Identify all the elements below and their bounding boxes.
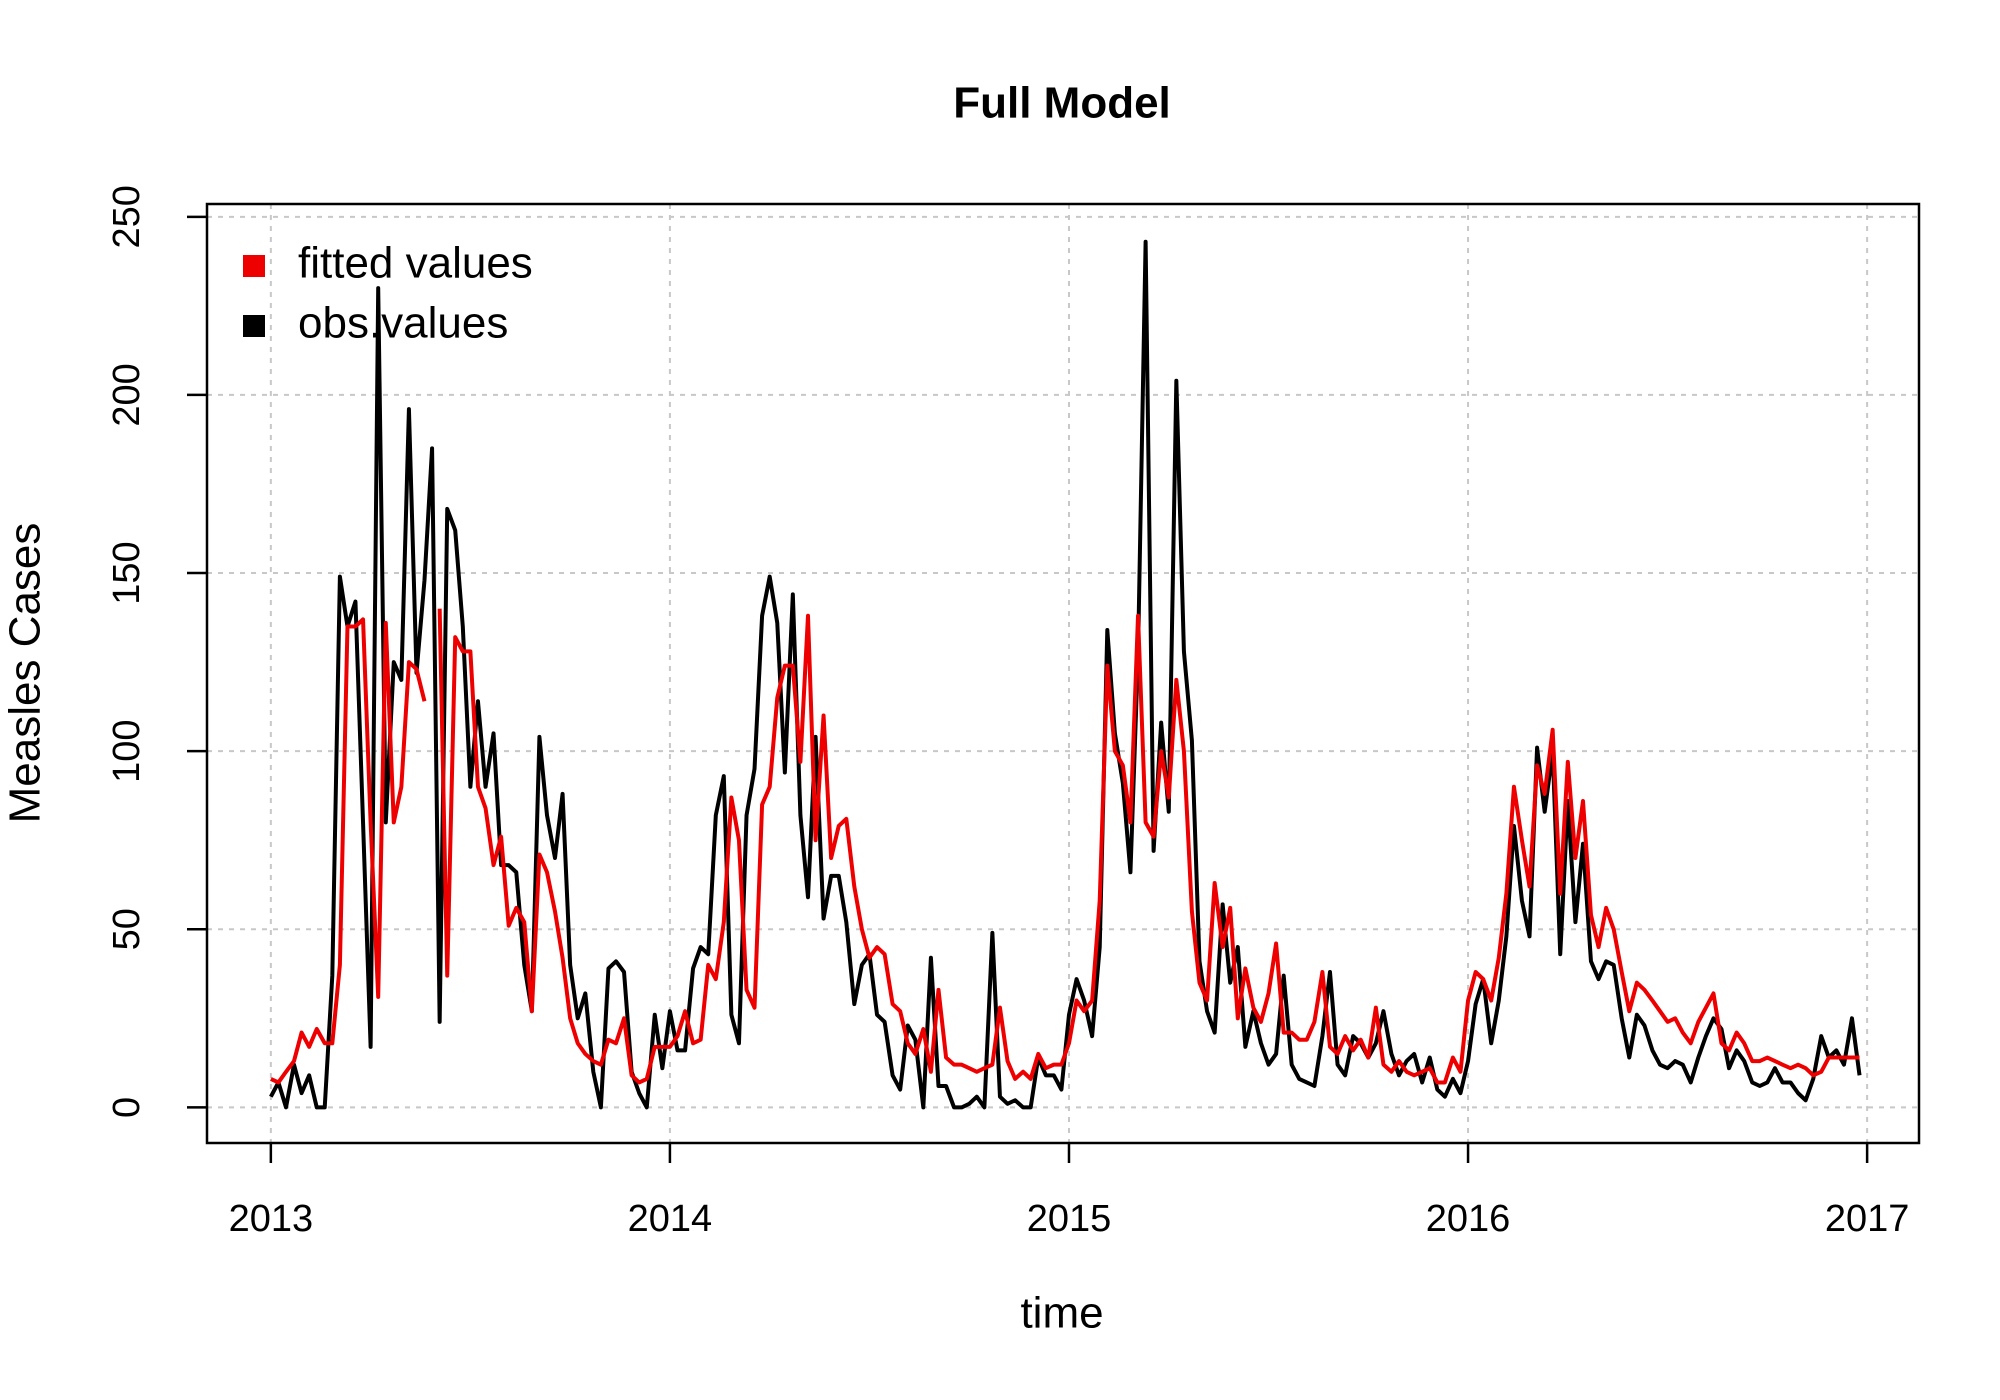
- y-tick-label: 250: [106, 185, 148, 248]
- chart-title: Full Model: [953, 79, 1171, 128]
- y-axis-label: Measles Cases: [1, 523, 50, 824]
- y-tick-label: 100: [106, 719, 148, 782]
- x-tick-label: 2016: [1426, 1198, 1511, 1240]
- x-tick-label: 2015: [1027, 1198, 1112, 1240]
- axes: 0 50 100 150 200 250 2013 2014 2015 2016 2017: [106, 185, 1909, 1240]
- x-tick-label: 2017: [1825, 1198, 1910, 1240]
- grid: [207, 204, 1919, 1143]
- y-tick-label: 150: [106, 541, 148, 604]
- y-tick-label: 0: [106, 1097, 148, 1118]
- x-tick-label: 2014: [628, 1198, 713, 1240]
- legend-label: obs.values: [298, 299, 508, 348]
- legend: fitted values obs.values: [243, 239, 533, 348]
- legend-swatch: [243, 255, 265, 277]
- x-tick-label: 2013: [229, 1198, 314, 1240]
- legend-swatch: [243, 315, 265, 337]
- series-line: [269, 608, 1860, 1085]
- plot-frame: [205, 202, 1921, 1145]
- y-tick-label: 200: [106, 363, 148, 426]
- x-axis-label: time: [1020, 1289, 1103, 1338]
- plot-lines: [269, 239, 1862, 1110]
- legend-label: fitted values: [298, 239, 533, 288]
- y-tick-label: 50: [106, 908, 148, 950]
